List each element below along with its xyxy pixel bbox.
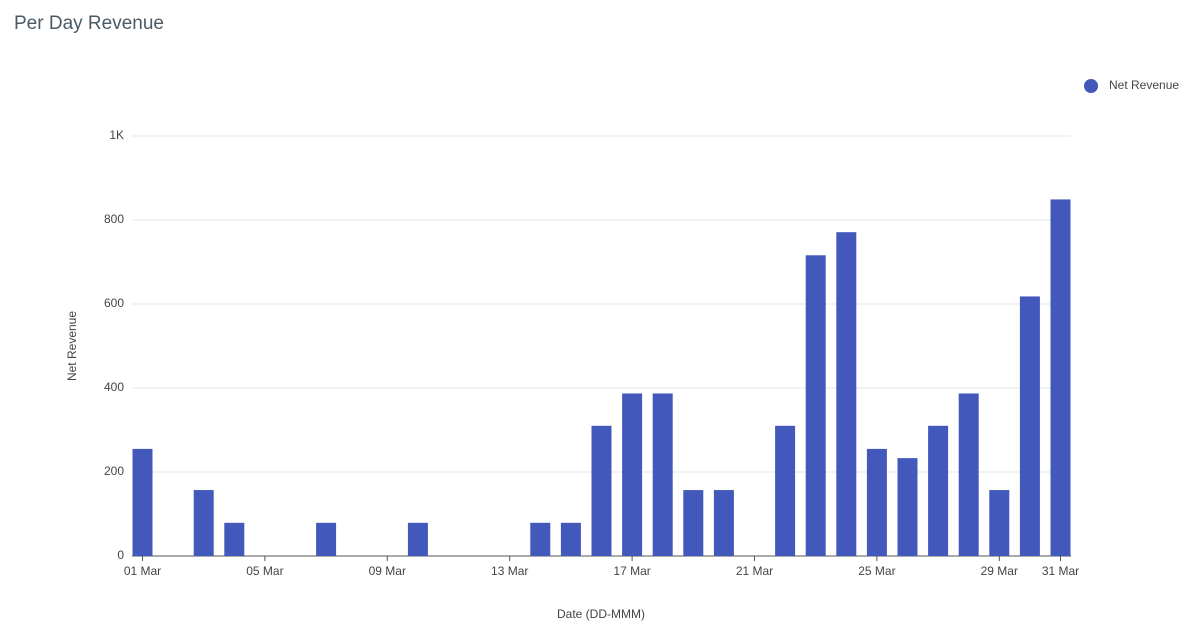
y-tick-label: 800 [104, 212, 124, 226]
bar [989, 490, 1010, 556]
x-tick-label: 09 Mar [369, 564, 406, 578]
bar [683, 490, 704, 556]
x-tick-label: 31 Mar [1042, 564, 1079, 578]
x-tick-label: 29 Mar [981, 564, 1018, 578]
y-tick-label: 1K [109, 128, 124, 142]
x-tick-label: 05 Mar [246, 564, 283, 578]
bar [622, 393, 643, 556]
bar [1050, 199, 1071, 557]
x-tick-label: 17 Mar [613, 564, 650, 578]
bar [530, 522, 551, 556]
bar [591, 425, 612, 556]
y-tick-label: 600 [104, 296, 124, 310]
x-tick-label: 01 Mar [124, 564, 161, 578]
legend-label: Net Revenue [1109, 78, 1179, 92]
bar [866, 448, 887, 556]
bar [316, 522, 337, 556]
bar [652, 393, 673, 556]
x-tick-label: 21 Mar [736, 564, 773, 578]
bar [713, 490, 734, 556]
y-tick-label: 200 [104, 464, 124, 478]
y-tick-label: 400 [104, 380, 124, 394]
x-axis-label: Date (DD-MMM) [557, 607, 645, 621]
x-tick-label: 25 Mar [858, 564, 895, 578]
chart-title: Per Day Revenue [14, 13, 164, 34]
legend-marker [1084, 79, 1098, 93]
bar [1019, 296, 1040, 556]
bar [224, 522, 245, 556]
x-tick-label: 13 Mar [491, 564, 528, 578]
bar [805, 255, 826, 556]
bar [193, 490, 214, 556]
bar [407, 522, 428, 556]
bar [928, 425, 949, 556]
y-tick-label: 0 [117, 548, 124, 562]
bar [897, 458, 918, 556]
y-axis-label: Net Revenue [65, 311, 79, 381]
bar [775, 425, 796, 556]
bar [958, 393, 979, 556]
bar [560, 522, 581, 556]
bar [132, 448, 153, 556]
bar [836, 232, 857, 556]
